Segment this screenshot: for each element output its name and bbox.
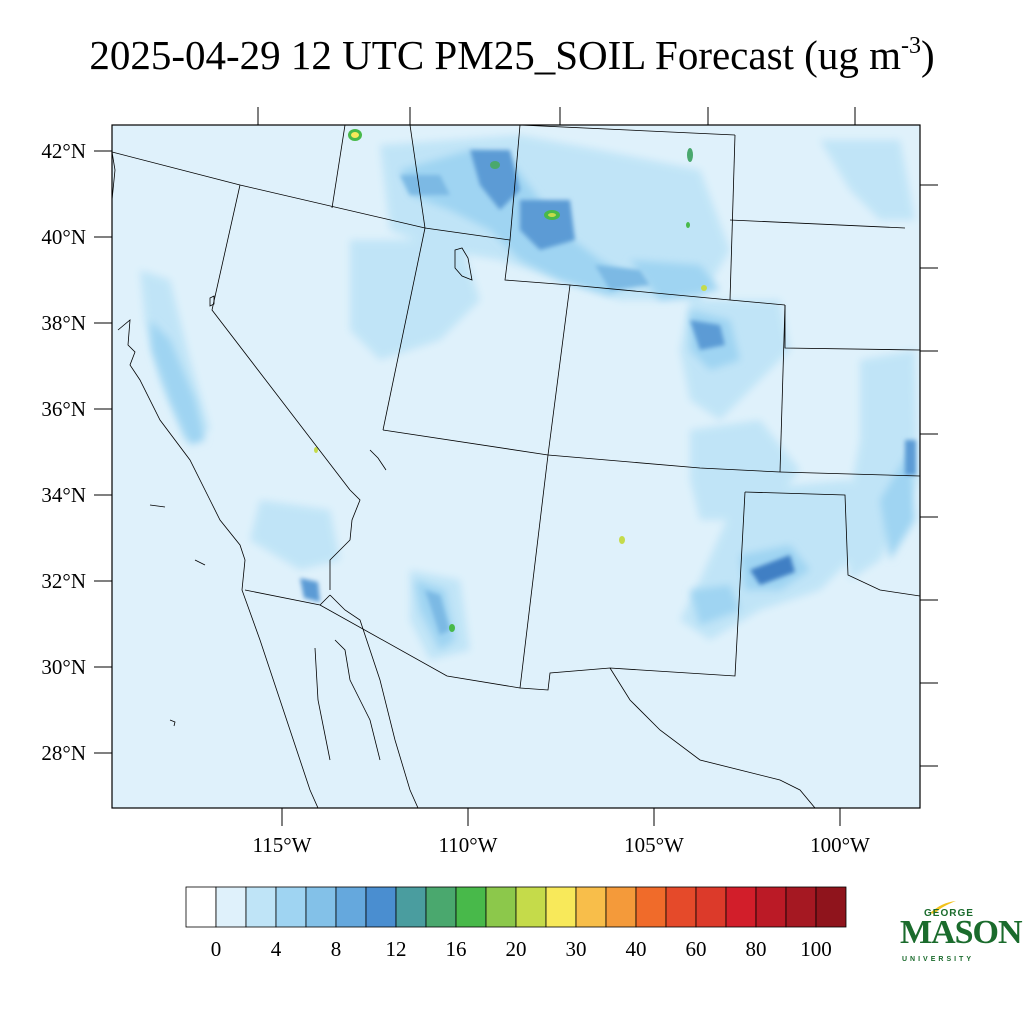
lat-label: 36°N	[41, 397, 86, 421]
map-borders	[112, 125, 920, 808]
colorbar-swatch	[665, 886, 697, 928]
colorbar-label: 100	[800, 937, 832, 961]
colorbar-label: 16	[446, 937, 467, 961]
logo-george-text: GEORGE	[924, 908, 974, 919]
colorbar-swatch	[425, 886, 457, 928]
colorbar-swatch	[305, 886, 337, 928]
lon-label: 115°W	[253, 833, 312, 857]
colorbar-label: 8	[331, 937, 342, 961]
colorbar-swatch	[215, 886, 247, 928]
lat-label: 30°N	[41, 655, 86, 679]
colorbar-swatch	[815, 886, 847, 928]
colorbar-label: 60	[686, 937, 707, 961]
george-mason-logo: GEORGE MASON UNIVERSITY	[898, 900, 1023, 970]
colorbar-swatch	[455, 886, 487, 928]
colorbar-label: 4	[271, 937, 282, 961]
axis-ticks	[94, 107, 938, 826]
concentration-field	[140, 129, 918, 660]
colorbar-swatch	[395, 886, 427, 928]
lat-label: 42°N	[41, 139, 86, 163]
page-title: 2025-04-29 12 UTC PM25_SOIL Forecast (ug…	[0, 34, 1024, 76]
colorbar-swatch	[605, 886, 637, 928]
colorbar-swatch	[725, 886, 757, 928]
colorbar-swatch	[785, 886, 817, 928]
colorbar-swatch	[515, 886, 547, 928]
longitude-labels: 115°W 110°W 105°W 100°W	[253, 833, 871, 857]
colorbar-swatch	[275, 886, 307, 928]
colorbar-label: 80	[746, 937, 767, 961]
colorbar-label: 0	[211, 937, 222, 961]
colorbar-swatch	[545, 886, 577, 928]
latitude-labels: 42°N 40°N 38°N 36°N 34°N 32°N 30°N 28°N	[41, 139, 86, 765]
colorbar-swatch	[635, 886, 667, 928]
lat-label: 34°N	[41, 483, 86, 507]
colorbar-swatch	[365, 886, 397, 928]
colorbar-swatch	[245, 886, 277, 928]
colorbar-labels: 0 4 8 12 16 20 30 40 60 80 100	[211, 937, 832, 961]
colorbar-label: 12	[386, 937, 407, 961]
colorbar-label: 30	[566, 937, 587, 961]
lat-label: 38°N	[41, 311, 86, 335]
title-close: )	[920, 32, 935, 78]
colorbar-swatch	[755, 886, 787, 928]
map-frame	[111, 124, 921, 809]
lon-label: 100°W	[810, 833, 870, 857]
colorbar-swatch	[185, 886, 217, 928]
lat-label: 40°N	[41, 225, 86, 249]
colorbar-label: 20	[506, 937, 527, 961]
title-exponent: -3	[900, 33, 921, 59]
logo-swoosh-icon	[930, 901, 956, 914]
lon-label: 105°W	[624, 833, 684, 857]
colorbar	[185, 886, 847, 928]
colorbar-swatch	[575, 886, 607, 928]
colorbar-label: 40	[626, 937, 647, 961]
logo-university-text: UNIVERSITY	[902, 956, 975, 963]
lat-label: 32°N	[41, 569, 86, 593]
colorbar-swatch	[485, 886, 517, 928]
lon-label: 110°W	[439, 833, 498, 857]
colorbar-swatch	[335, 886, 367, 928]
logo-mason-text: MASON	[900, 914, 1023, 951]
title-text: 2025-04-29 12 UTC PM25_SOIL Forecast (ug…	[89, 32, 901, 78]
colorbar-swatch	[695, 886, 727, 928]
lat-label: 28°N	[41, 741, 86, 765]
